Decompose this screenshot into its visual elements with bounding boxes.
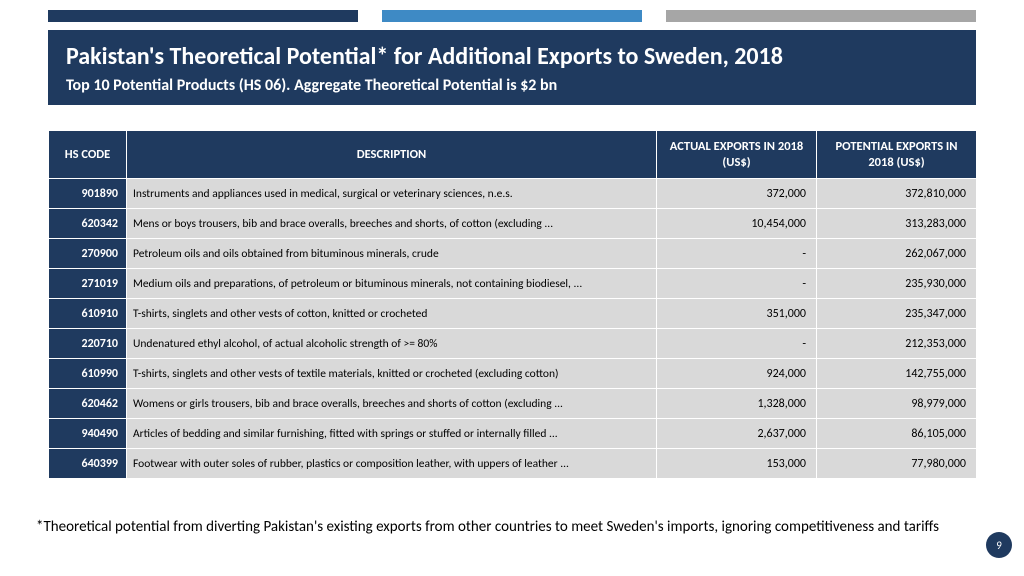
- table-row: 610910T-shirts, singlets and other vests…: [49, 299, 977, 329]
- cell-actual: 10,454,000: [657, 209, 817, 239]
- table-row: 940490Articles of bedding and similar fu…: [49, 419, 977, 449]
- cell-hscode: 610910: [49, 299, 127, 329]
- cell-potential: 262,067,000: [817, 239, 977, 269]
- cell-hscode: 640399: [49, 449, 127, 479]
- cell-actual: 1,328,000: [657, 389, 817, 419]
- cell-potential: 77,980,000: [817, 449, 977, 479]
- cell-description: Womens or girls trousers, bib and brace …: [127, 389, 657, 419]
- topbar-segment: [642, 10, 666, 22]
- cell-actual: 924,000: [657, 359, 817, 389]
- slide-title: Pakistan's Theoretical Potential* for Ad…: [66, 42, 958, 72]
- cell-actual: 351,000: [657, 299, 817, 329]
- table-row: 620342Mens or boys trousers, bib and bra…: [49, 209, 977, 239]
- cell-potential: 313,283,000: [817, 209, 977, 239]
- cell-potential: 98,979,000: [817, 389, 977, 419]
- cell-potential: 235,930,000: [817, 269, 977, 299]
- col-header-description: DESCRIPTION: [127, 131, 657, 179]
- cell-description: Petroleum oils and oils obtained from bi…: [127, 239, 657, 269]
- slide-subtitle: Top 10 Potential Products (HS 06). Aggre…: [66, 76, 958, 95]
- cell-actual: 2,637,000: [657, 419, 817, 449]
- table-row: 220710Undenatured ethyl alcohol, of actu…: [49, 329, 977, 359]
- topbar-segment: [666, 10, 976, 22]
- col-header-potential: POTENTIAL EXPORTS IN 2018 (US$): [817, 131, 977, 179]
- table-row: 270900Petroleum oils and oils obtained f…: [49, 239, 977, 269]
- cell-hscode: 620462: [49, 389, 127, 419]
- cell-hscode: 610990: [49, 359, 127, 389]
- table-row: 640399Footwear with outer soles of rubbe…: [49, 449, 977, 479]
- cell-description: Footwear with outer soles of rubber, pla…: [127, 449, 657, 479]
- table-row: 610990T-shirts, singlets and other vests…: [49, 359, 977, 389]
- table-row: 901890Instruments and appliances used in…: [49, 179, 977, 209]
- cell-potential: 142,755,000: [817, 359, 977, 389]
- cell-potential: 212,353,000: [817, 329, 977, 359]
- page-number: 9: [986, 532, 1012, 558]
- cell-description: Articles of bedding and similar furnishi…: [127, 419, 657, 449]
- exports-table: HS CODE DESCRIPTION ACTUAL EXPORTS IN 20…: [48, 130, 977, 479]
- cell-hscode: 940490: [49, 419, 127, 449]
- footnote: *Theoretical potential from diverting Pa…: [36, 518, 956, 538]
- topbar-segment: [48, 10, 358, 22]
- table-row: 271019Medium oils and preparations, of p…: [49, 269, 977, 299]
- table-header-row: HS CODE DESCRIPTION ACTUAL EXPORTS IN 20…: [49, 131, 977, 179]
- cell-actual: -: [657, 239, 817, 269]
- cell-actual: 153,000: [657, 449, 817, 479]
- slide-header: Pakistan's Theoretical Potential* for Ad…: [48, 30, 976, 105]
- cell-description: Medium oils and preparations, of petrole…: [127, 269, 657, 299]
- cell-potential: 235,347,000: [817, 299, 977, 329]
- topbar: [48, 10, 976, 22]
- cell-actual: -: [657, 269, 817, 299]
- cell-actual: -: [657, 329, 817, 359]
- cell-hscode: 271019: [49, 269, 127, 299]
- col-header-hscode: HS CODE: [49, 131, 127, 179]
- cell-description: Undenatured ethyl alcohol, of actual alc…: [127, 329, 657, 359]
- topbar-segment: [358, 10, 382, 22]
- table-head: HS CODE DESCRIPTION ACTUAL EXPORTS IN 20…: [49, 131, 977, 179]
- col-header-actual: ACTUAL EXPORTS IN 2018 (US$): [657, 131, 817, 179]
- cell-actual: 372,000: [657, 179, 817, 209]
- cell-description: Mens or boys trousers, bib and brace ove…: [127, 209, 657, 239]
- table-body: 901890Instruments and appliances used in…: [49, 179, 977, 479]
- cell-description: Instruments and appliances used in medic…: [127, 179, 657, 209]
- cell-potential: 86,105,000: [817, 419, 977, 449]
- cell-description: T-shirts, singlets and other vests of te…: [127, 359, 657, 389]
- cell-hscode: 620342: [49, 209, 127, 239]
- cell-hscode: 220710: [49, 329, 127, 359]
- table-row: 620462Womens or girls trousers, bib and …: [49, 389, 977, 419]
- cell-hscode: 901890: [49, 179, 127, 209]
- cell-hscode: 270900: [49, 239, 127, 269]
- topbar-segment: [382, 10, 642, 22]
- cell-potential: 372,810,000: [817, 179, 977, 209]
- cell-description: T-shirts, singlets and other vests of co…: [127, 299, 657, 329]
